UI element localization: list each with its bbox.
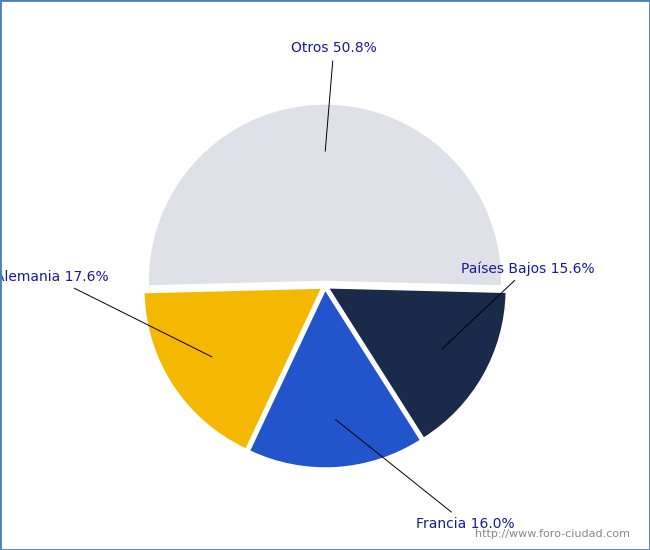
Text: Países Bajos 15.6%: Países Bajos 15.6% [442, 261, 594, 349]
Text: Otros 50.8%: Otros 50.8% [291, 41, 377, 151]
Wedge shape [330, 289, 506, 437]
Text: http://www.foro-ciudad.com: http://www.foro-ciudad.com [476, 529, 630, 539]
Text: Francia 16.0%: Francia 16.0% [335, 420, 515, 531]
Text: Alemania 17.6%: Alemania 17.6% [0, 270, 212, 357]
Wedge shape [145, 289, 320, 448]
Wedge shape [149, 104, 501, 285]
Text: Hervás - Turistas extranjeros según país - Octubre de 2024: Hervás - Turistas extranjeros según país… [81, 24, 569, 42]
Wedge shape [250, 292, 420, 468]
